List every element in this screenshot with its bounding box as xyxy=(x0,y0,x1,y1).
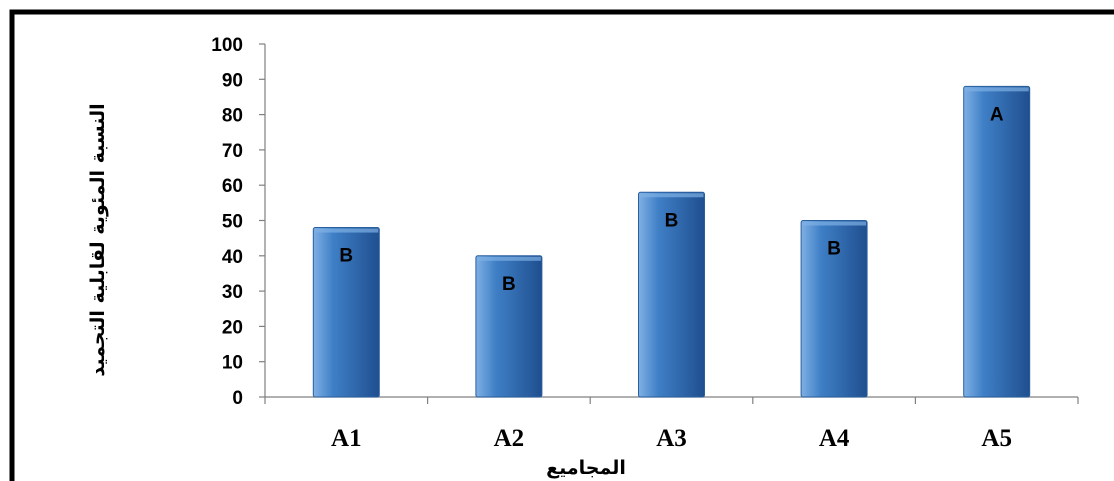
bar-cap xyxy=(964,87,1029,92)
x-category-label: A4 xyxy=(819,425,850,452)
bar-A3 xyxy=(638,191,705,398)
chart-frame xyxy=(9,9,1114,481)
bar-A2 xyxy=(475,255,543,398)
y-tick-label: 30 xyxy=(222,282,243,303)
y-tick-label: 20 xyxy=(222,317,243,338)
y-tick-label: 40 xyxy=(222,247,243,268)
y-tick-label: 80 xyxy=(222,106,243,127)
bar-A5 xyxy=(963,85,1031,398)
y-tick-label: 50 xyxy=(222,212,243,233)
bar-letter-label: A xyxy=(990,104,1004,125)
x-axis-title: المجاميع xyxy=(546,457,626,479)
bar-cap xyxy=(476,256,541,261)
y-tick-label: 100 xyxy=(211,35,243,56)
bar-letter-label: B xyxy=(339,246,353,267)
y-tick-label: 90 xyxy=(222,70,243,91)
bar-A1 xyxy=(312,227,380,398)
bar-letter-label: B xyxy=(665,210,679,231)
bar-cap xyxy=(314,228,379,233)
x-category-label: A3 xyxy=(656,425,687,452)
bar-cap xyxy=(802,221,867,226)
bar-cap xyxy=(639,193,704,198)
y-tick-label: 10 xyxy=(222,353,243,374)
bar-letter-label: B xyxy=(827,239,841,260)
bar-letter-label: B xyxy=(502,274,516,295)
y-axis-title: النسبة المئوية لقابلية التجميد xyxy=(87,103,109,376)
x-category-label: A1 xyxy=(331,425,362,452)
bar-A4 xyxy=(800,220,868,398)
y-tick-label: 70 xyxy=(222,141,243,162)
y-tick-label: 60 xyxy=(222,176,243,197)
x-category-label: A5 xyxy=(981,425,1012,452)
y-tick-label: 0 xyxy=(232,388,243,409)
x-category-label: A2 xyxy=(494,425,525,452)
